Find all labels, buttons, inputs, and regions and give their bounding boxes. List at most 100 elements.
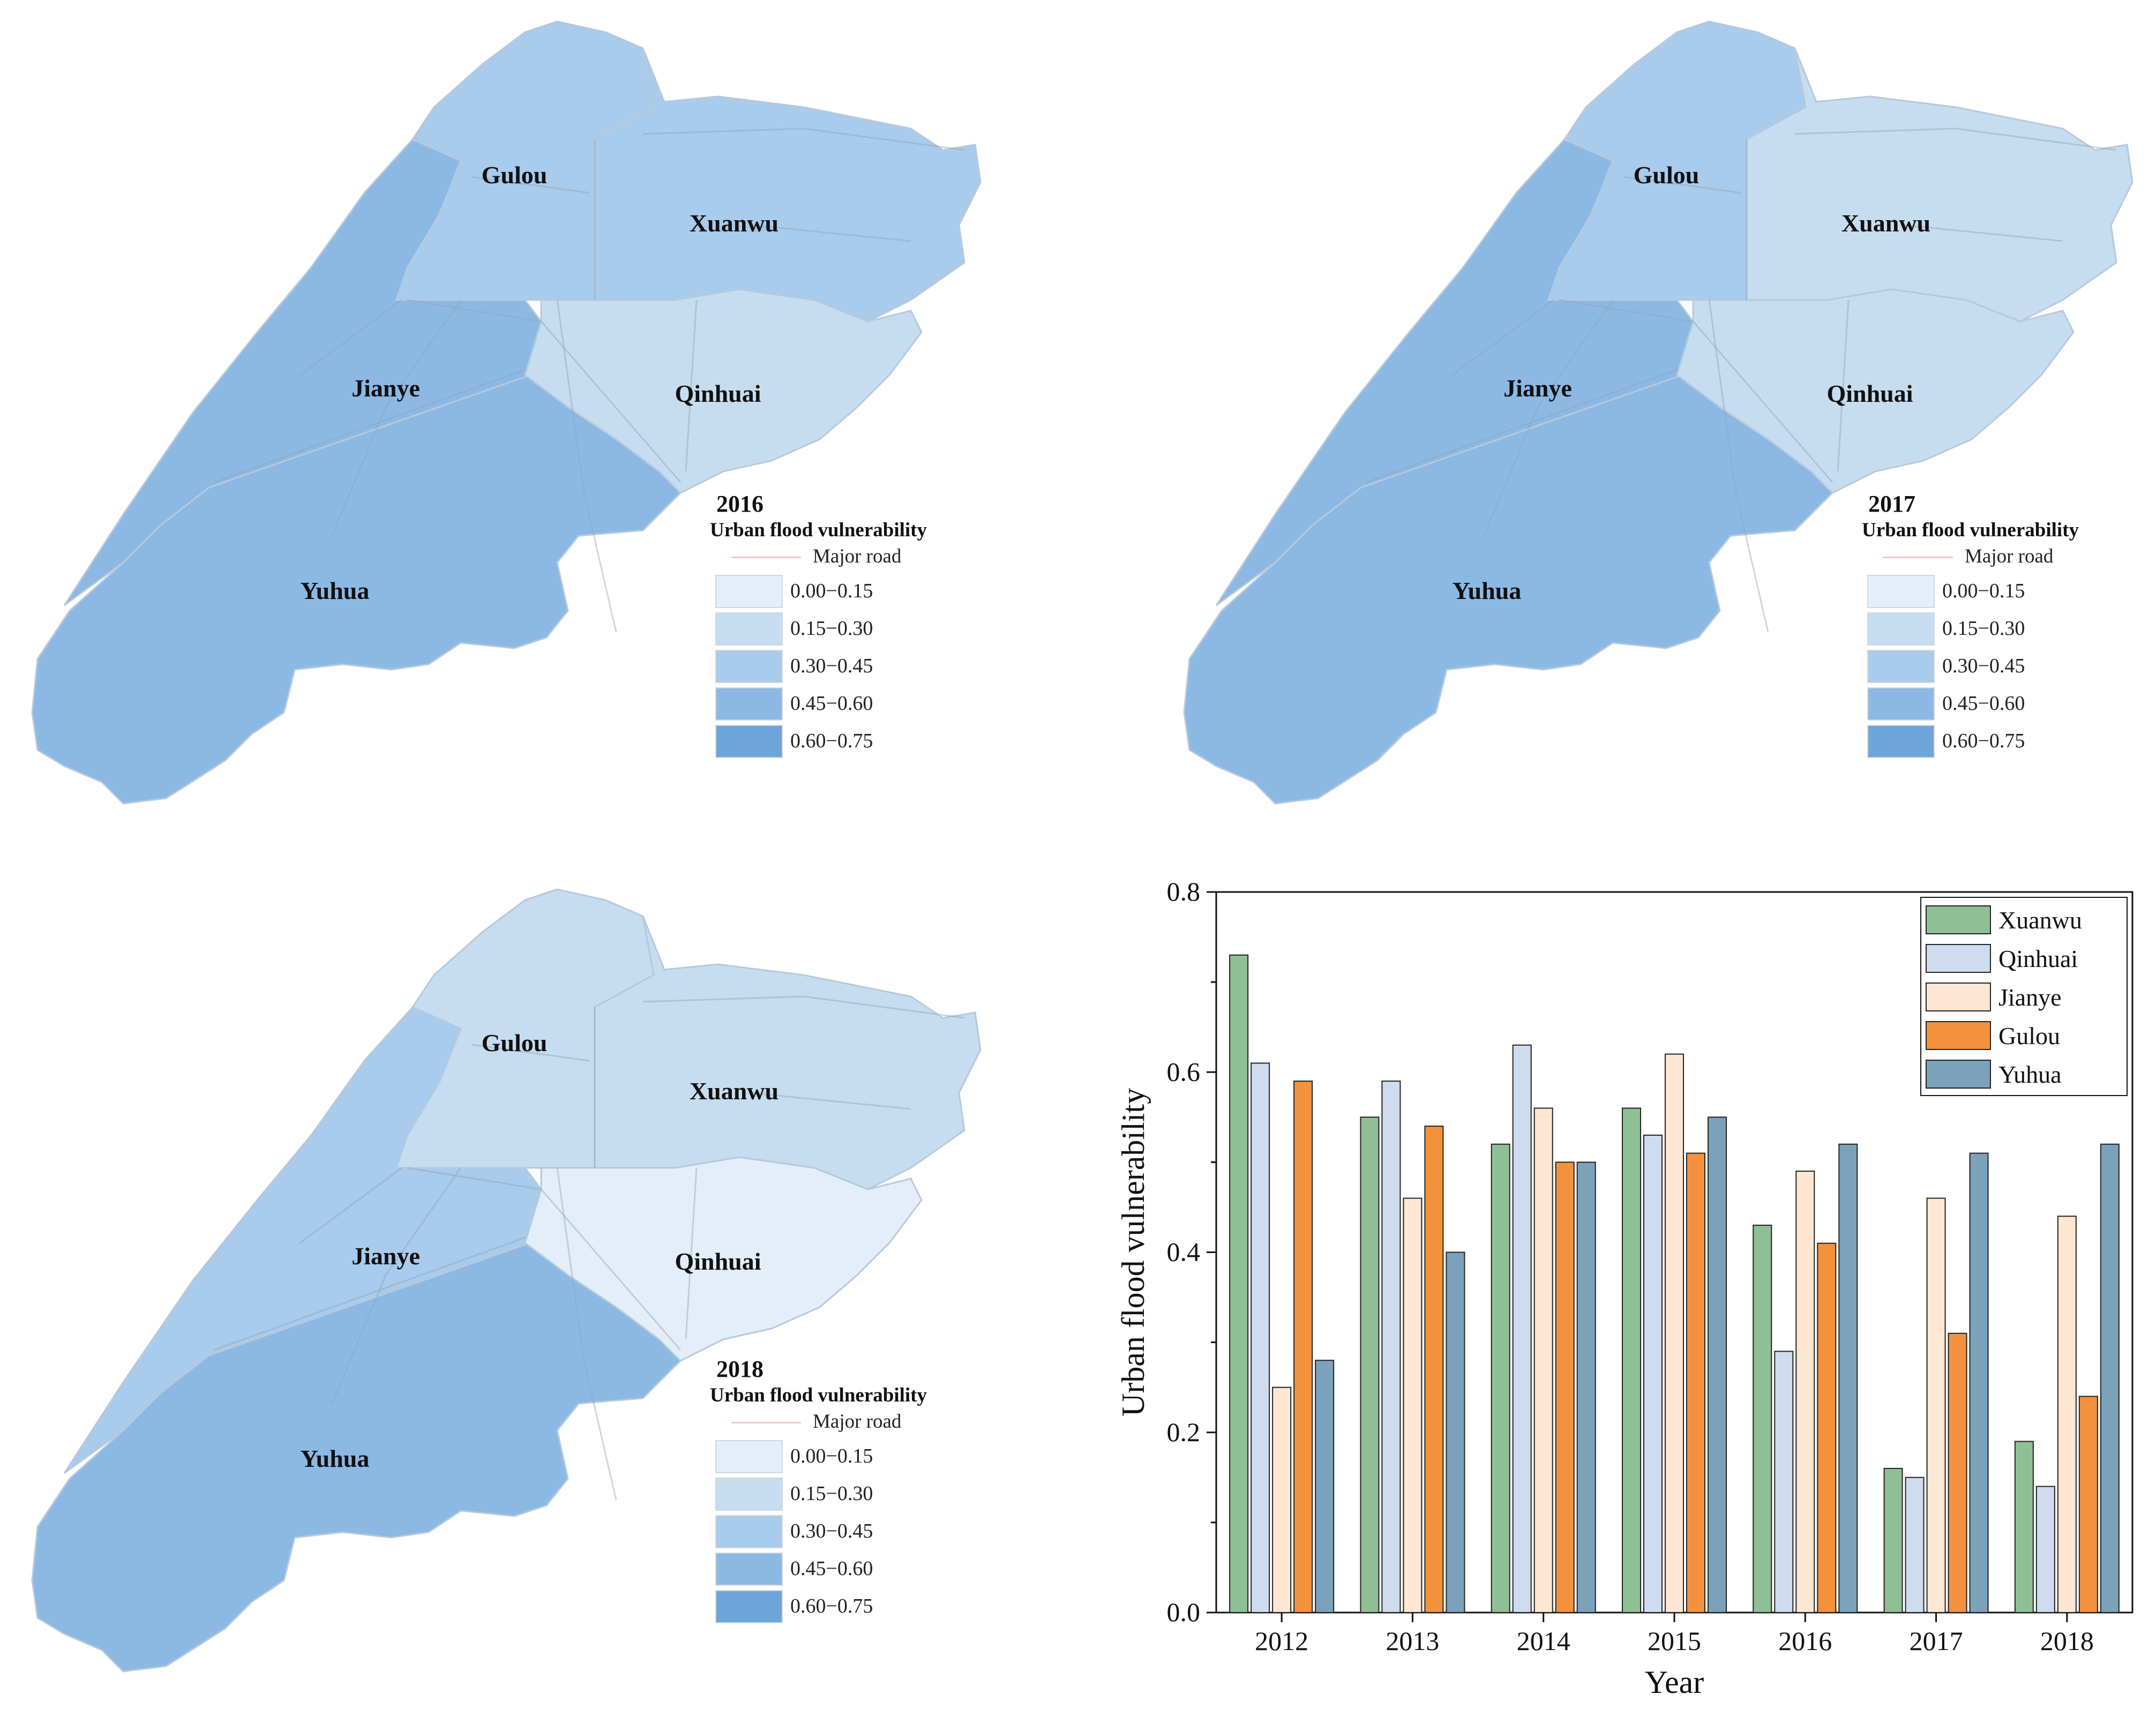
label-jianye: Jianye <box>351 1242 420 1270</box>
road-label: Major road <box>1965 545 2054 567</box>
legend-swatch <box>1867 575 1935 608</box>
bar-gulou-2015 <box>1686 1152 1705 1613</box>
legend-class-item: 0.60−0.75 <box>1862 722 2140 759</box>
legend-class-item: 0.60−0.75 <box>710 1587 989 1624</box>
legend-class-label: 0.00−0.15 <box>1942 580 2025 602</box>
y-tick-label: 0.0 <box>1167 1597 1201 1627</box>
bar-qinhuai-2018 <box>2035 1486 2055 1613</box>
legend-class-item: 0.15−0.30 <box>710 609 989 647</box>
legend-class-item: 0.60−0.75 <box>710 722 989 759</box>
legend-class-label: 0.30−0.45 <box>1942 655 2025 677</box>
y-tick-label: 0.8 <box>1167 876 1201 906</box>
legend-swatch-gulou <box>1926 1021 1991 1050</box>
y-tick-label: 0.4 <box>1167 1237 1201 1267</box>
bar-jianye-2015 <box>1665 1053 1684 1613</box>
bar-jianye-2018 <box>2057 1216 2077 1613</box>
district-xuanwu <box>1746 48 2133 323</box>
x-tick-label: 2012 <box>1255 1626 1308 1656</box>
label-qinhuai: Qinhuai <box>675 380 761 407</box>
legend-class-item: 0.15−0.30 <box>710 1474 989 1512</box>
bar-gulou-2017 <box>1948 1332 1967 1613</box>
map-legend: 2018 Urban flood vulnerability Major roa… <box>710 1355 989 1624</box>
x-tick-label: 2018 <box>2040 1626 2094 1656</box>
legend-class-label: 0.60−0.75 <box>790 1595 873 1617</box>
bar-yuhua-2014 <box>1576 1161 1596 1613</box>
legend-class-item: 0.00−0.15 <box>1862 572 2140 609</box>
bar-jianye-2017 <box>1926 1197 1946 1613</box>
legend-swatch <box>715 1590 783 1623</box>
bar-xuanwu-2012 <box>1229 954 1249 1613</box>
legend-class-label: 0.45−0.60 <box>790 1557 873 1580</box>
legend-swatch <box>715 725 783 758</box>
legend-swatch <box>1867 687 1935 721</box>
x-axis-title: Year <box>1645 1664 1704 1700</box>
legend-swatch-jianye <box>1926 983 1991 1011</box>
legend-label-yuhua: Yuhua <box>1998 1061 2062 1088</box>
label-gulou: Gulou <box>482 1029 548 1056</box>
legend-class-item: 0.00−0.15 <box>710 572 989 609</box>
bar-yuhua-2015 <box>1708 1116 1727 1613</box>
district-labels: Gulou Xuanwu Jianye Qinhuai Yuhua <box>301 161 778 604</box>
map-svg: Gulou Xuanwu Jianye Qinhuai Yuhua <box>31 20 982 805</box>
map-svg: Gulou Xuanwu Jianye Qinhuai Yuhua <box>31 888 982 1673</box>
legend-class-item: 0.30−0.45 <box>710 1512 989 1549</box>
legend-label-gulou: Gulou <box>1998 1022 2060 1049</box>
legend-class-item: 0.45−0.60 <box>710 1549 989 1587</box>
legend-swatch <box>715 1553 783 1586</box>
legend-year: 2018 <box>716 1356 763 1382</box>
legend-swatch-yuhua <box>1926 1060 1991 1089</box>
y-tick-label: 0.6 <box>1167 1056 1201 1086</box>
bar-xuanwu-2013 <box>1360 1116 1380 1613</box>
bar-yuhua-2016 <box>1838 1143 1858 1613</box>
bar-gulou-2012 <box>1293 1081 1313 1613</box>
legend-label-jianye: Jianye <box>1998 984 2062 1011</box>
legend-class-label: 0.00−0.15 <box>790 580 873 602</box>
road-label: Major road <box>813 545 902 567</box>
legend-class-label: 0.60−0.75 <box>790 730 873 752</box>
district-qinhuai <box>1676 288 2075 494</box>
legend-swatch <box>715 1515 783 1548</box>
bar-qinhuai-2014 <box>1512 1044 1532 1613</box>
legend-class-label: 0.60−0.75 <box>1942 730 2025 752</box>
bar-gulou-2013 <box>1424 1126 1444 1613</box>
legend-swatch <box>715 575 783 608</box>
legend-class-label: 0.15−0.30 <box>790 617 873 640</box>
legend-label-qinhuai: Qinhuai <box>1998 945 2078 972</box>
legend-class-label: 0.45−0.60 <box>1942 692 2025 715</box>
bar-qinhuai-2017 <box>1905 1476 1925 1613</box>
bar-gulou-2018 <box>2078 1396 2098 1613</box>
bar-yuhua-2018 <box>2100 1143 2120 1613</box>
legend-class-item: 0.00−0.15 <box>710 1437 989 1474</box>
road-line-swatch <box>731 1422 801 1423</box>
bar-jianye-2016 <box>1795 1171 1815 1613</box>
bar-chart: 0.0 0.2 0.4 0.6 0.8 2012 2013 2014 2015 2016 2017 2… <box>1093 857 2156 1714</box>
x-tick-label: 2014 <box>1517 1626 1570 1656</box>
district-xuanwu <box>594 916 982 1190</box>
legend-class-label: 0.30−0.45 <box>790 1520 873 1542</box>
map-legend: 2016 Urban flood vulnerability Major roa… <box>710 490 989 759</box>
legend-swatch <box>1867 650 1935 683</box>
map-legend: 2017 Urban flood vulnerability Major roa… <box>1862 490 2140 759</box>
label-yuhua: Yuhua <box>1453 577 1522 604</box>
legend-swatch <box>715 687 783 721</box>
legend-items: 0.00−0.15 0.15−0.30 0.30−0.45 0.45−0.60 0.60… <box>710 572 989 759</box>
legend-swatch <box>715 1478 783 1511</box>
road-line-swatch <box>731 557 801 558</box>
bar-qinhuai-2013 <box>1381 1081 1401 1613</box>
district-labels: Gulou Xuanwu Jianye Qinhuai Yuhua <box>1453 161 1930 604</box>
legend-swatch-qinhuai <box>1926 944 1991 973</box>
x-tick-label: 2013 <box>1386 1626 1439 1656</box>
legend-class-item: 0.45−0.60 <box>710 684 989 722</box>
x-tick-label: 2016 <box>1778 1626 1832 1656</box>
legend-swatch <box>1867 612 1935 646</box>
label-xuanwu: Xuanwu <box>690 1077 778 1105</box>
bar-xuanwu-2018 <box>2014 1441 2034 1613</box>
bar-jianye-2012 <box>1272 1386 1292 1613</box>
legend-class-item: 0.30−0.45 <box>710 647 989 684</box>
label-yuhua: Yuhua <box>301 1445 370 1472</box>
legend-swatch <box>715 612 783 646</box>
bar-yuhua-2013 <box>1446 1251 1465 1613</box>
bar-qinhuai-2016 <box>1774 1351 1794 1613</box>
label-qinhuai: Qinhuai <box>1826 380 1913 407</box>
legend-class-item: 0.30−0.45 <box>1862 647 2140 684</box>
